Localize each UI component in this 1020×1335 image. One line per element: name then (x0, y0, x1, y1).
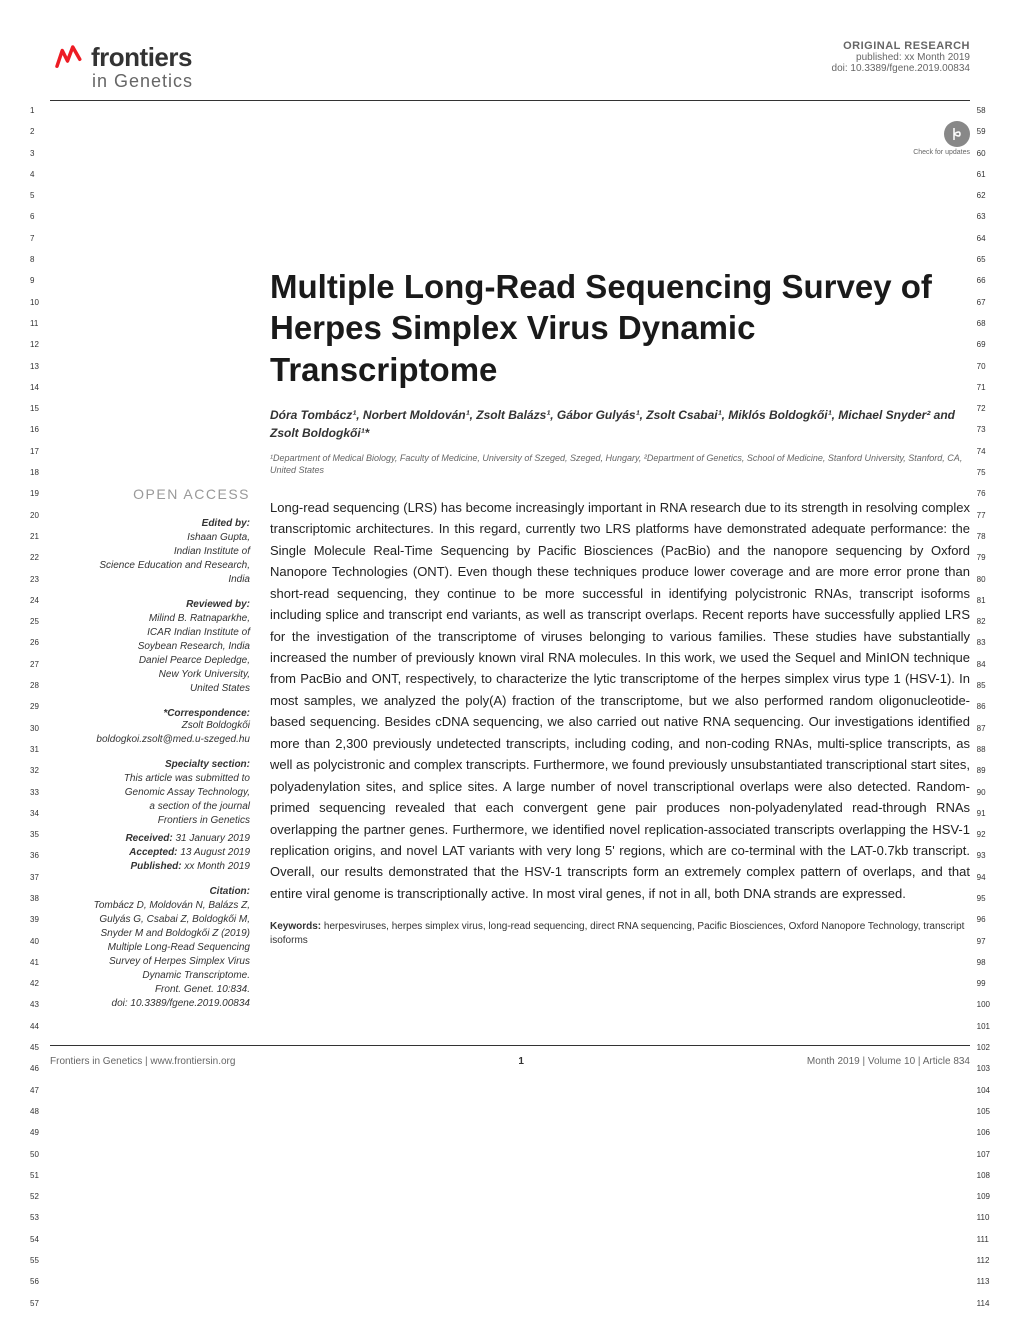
specialty-label: Specialty section: (50, 759, 250, 770)
doi-line: doi: 10.3389/fgene.2019.00834 (832, 63, 970, 74)
correspondence: Zsolt Boldogkői boldogkoi.zsolt@med.u-sz… (50, 719, 250, 747)
specialty: This article was submitted to Genomic As… (50, 772, 250, 828)
accepted-date: 13 August 2019 (180, 847, 250, 858)
published-line: published: xx Month 2019 (832, 52, 970, 63)
page-header: frontiers in Genetics ORIGINAL RESEARCH … (50, 40, 970, 101)
check-updates[interactable]: Check for updates (50, 121, 970, 156)
affiliations: ¹Department of Medical Biology, Faculty … (270, 452, 970, 477)
line-numbers-right: 5859606162636465666768697071727374757677… (977, 100, 990, 1314)
journal-name: frontiers (91, 42, 192, 73)
correspondence-label: *Correspondence: (50, 708, 250, 719)
edited-by-label: Edited by: (50, 518, 250, 529)
published-label: Published: (130, 861, 181, 872)
article-title: Multiple Long-Read Sequencing Survey of … (270, 266, 970, 390)
keywords-list: herpesviruses, herpes simplex virus, lon… (270, 921, 964, 946)
keywords-label: Keywords: (270, 921, 321, 932)
reviewed-by: Milind B. Ratnaparkhe, ICAR Indian Insti… (50, 612, 250, 696)
open-access-label: OPEN ACCESS (50, 486, 250, 502)
header-meta: ORIGINAL RESEARCH published: xx Month 20… (832, 40, 970, 74)
published-date: xx Month 2019 (184, 861, 250, 872)
accepted-label: Accepted: (129, 847, 177, 858)
authors: Dóra Tombácz¹, Norbert Moldován¹, Zsolt … (270, 406, 970, 442)
dates-block: Received: 31 January 2019 Accepted: 13 A… (50, 832, 250, 874)
frontiers-icon (50, 40, 85, 75)
footer-page: 1 (518, 1056, 524, 1067)
footer-left: Frontiers in Genetics | www.frontiersin.… (50, 1056, 235, 1067)
journal-logo: frontiers in Genetics (50, 40, 193, 92)
footer-right: Month 2019 | Volume 10 | Article 834 (807, 1056, 970, 1067)
edited-by: Ishaan Gupta, Indian Institute of Scienc… (50, 531, 250, 587)
citation-label: Citation: (50, 886, 250, 897)
article-type: ORIGINAL RESEARCH (832, 40, 970, 52)
page-footer: Frontiers in Genetics | www.frontiersin.… (50, 1045, 970, 1067)
main-column: Multiple Long-Read Sequencing Survey of … (270, 266, 970, 1015)
journal-section: in Genetics (92, 71, 193, 92)
line-numbers-left: 1234567891011121314151617181920212223242… (30, 100, 39, 1314)
citation: Tombácz D, Moldován N, Balázs Z, Gulyás … (50, 899, 250, 1011)
abstract: Long-read sequencing (LRS) has become in… (270, 497, 970, 904)
check-updates-label: Check for updates (50, 149, 970, 156)
received-date: 31 January 2019 (175, 833, 250, 844)
sidebar: OPEN ACCESS Edited by: Ishaan Gupta, Ind… (50, 266, 250, 1015)
keywords: Keywords: herpesviruses, herpes simplex … (270, 920, 970, 948)
received-label: Received: (125, 833, 172, 844)
check-updates-icon (944, 121, 970, 147)
reviewed-by-label: Reviewed by: (50, 599, 250, 610)
